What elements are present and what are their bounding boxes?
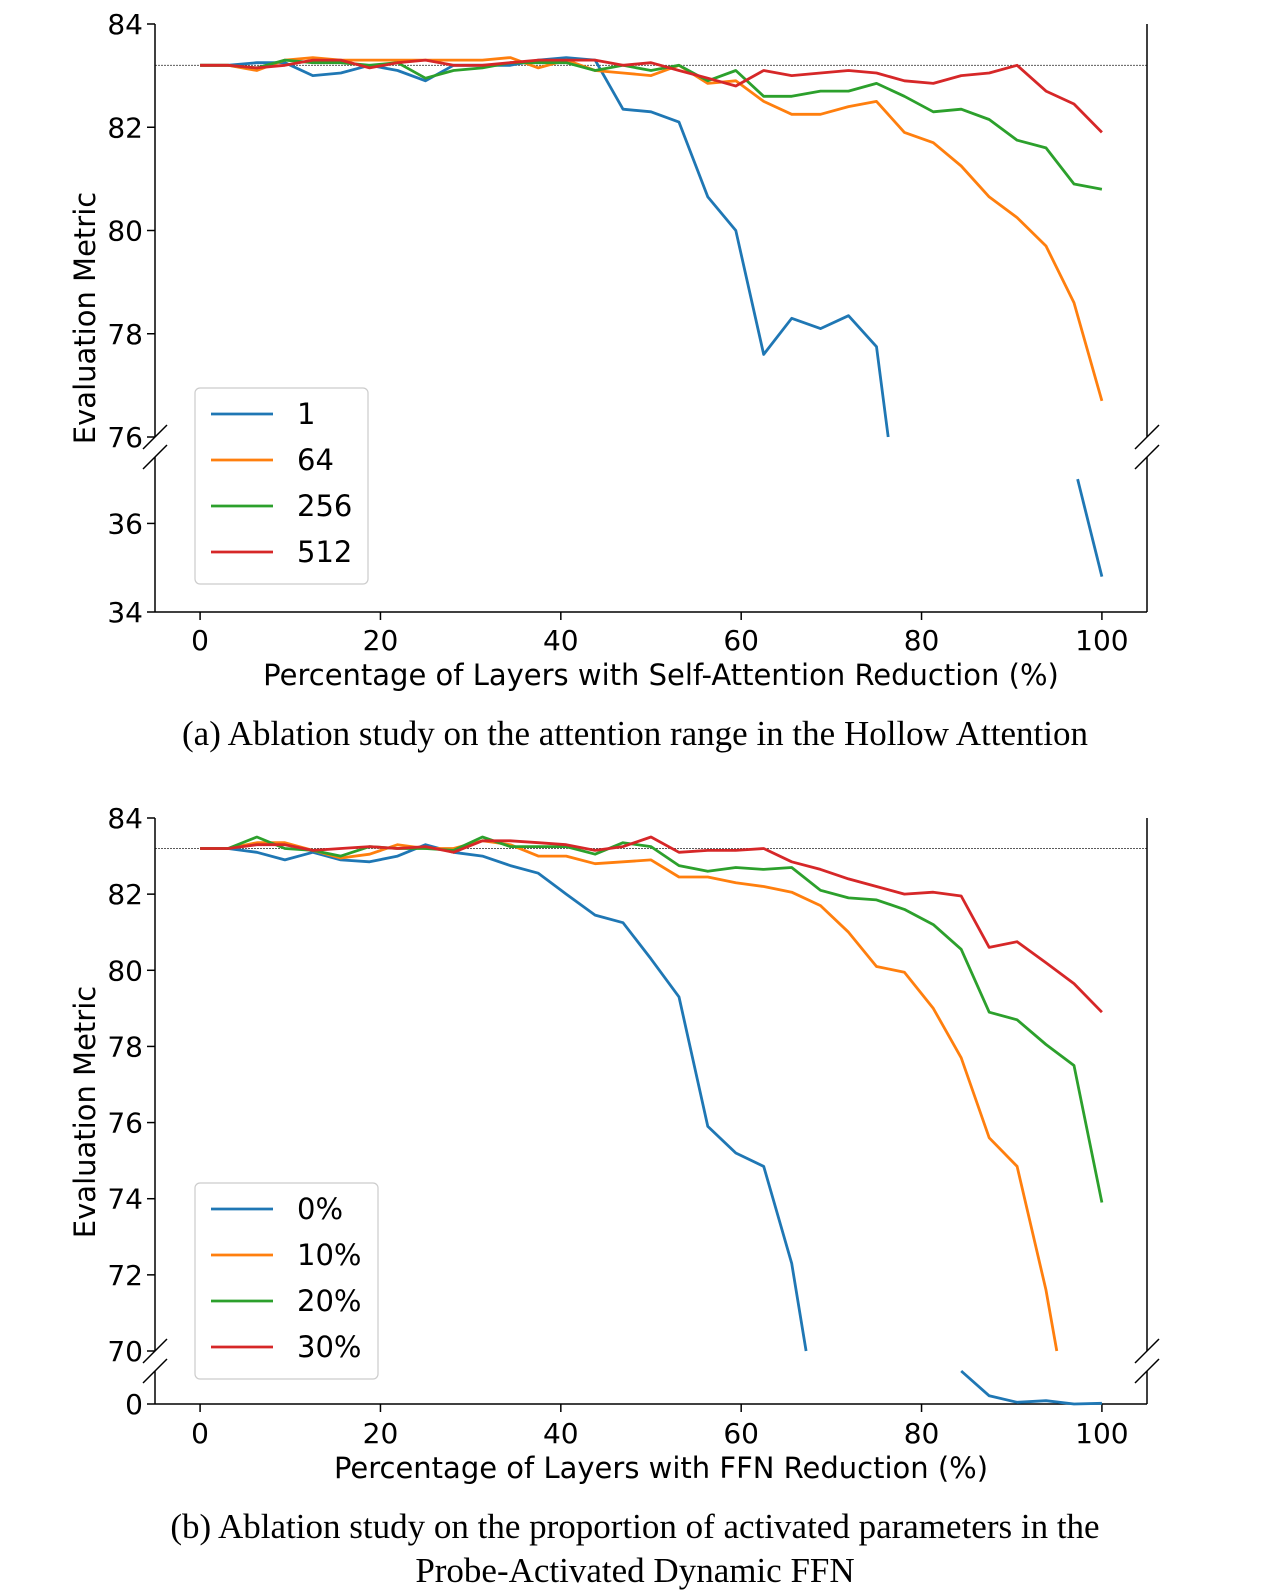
y-axis-label: Evaluation Metric bbox=[68, 192, 102, 444]
axis-break-mark bbox=[1134, 1358, 1160, 1384]
series-line-30% bbox=[200, 835, 1103, 1014]
series-line-0% bbox=[200, 843, 808, 1352]
series-line-512 bbox=[200, 58, 1103, 134]
x-tick-label: 80 bbox=[904, 624, 940, 657]
figure-caption-line2: Probe-Activated Dynamic FFN bbox=[415, 1551, 854, 1590]
y-tick-label: 36 bbox=[107, 507, 143, 540]
figure-caption: (a) Ablation study on the attention rang… bbox=[182, 714, 1088, 753]
y-tick-label: 70 bbox=[107, 1335, 143, 1368]
x-tick-label: 100 bbox=[1075, 1417, 1128, 1450]
x-tick-label: 100 bbox=[1075, 624, 1128, 657]
legend-label: 20% bbox=[297, 1284, 361, 1318]
legend-label: 64 bbox=[297, 443, 334, 477]
y-tick-label: 0 bbox=[125, 1388, 143, 1421]
x-axis-label: Percentage of Layers with FFN Reduction … bbox=[334, 1451, 988, 1485]
x-tick-label: 20 bbox=[363, 1417, 399, 1450]
legend-label: 256 bbox=[297, 489, 352, 523]
y-tick-label: 84 bbox=[107, 8, 143, 41]
y-tick-label: 76 bbox=[107, 421, 143, 454]
axis-break-mark bbox=[1134, 1338, 1160, 1364]
series-line-256 bbox=[200, 58, 1103, 191]
y-tick-label: 76 bbox=[107, 1107, 143, 1140]
y-tick-label: 78 bbox=[107, 318, 143, 351]
series-line-lower-1 bbox=[1076, 478, 1104, 577]
series-line-20% bbox=[200, 835, 1104, 1203]
axis-break-mark bbox=[1134, 444, 1160, 470]
legend-label: 30% bbox=[297, 1330, 361, 1364]
series-line-lower-0% bbox=[960, 1369, 1102, 1406]
y-tick-label: 80 bbox=[107, 954, 143, 987]
axis-break-mark bbox=[1134, 424, 1160, 450]
y-tick-label: 34 bbox=[107, 596, 143, 629]
legend-label: 10% bbox=[297, 1238, 361, 1272]
legend-label: 0% bbox=[297, 1192, 343, 1226]
series-line-1 bbox=[200, 56, 890, 438]
x-tick-label: 60 bbox=[723, 624, 759, 657]
x-axis-label: Percentage of Layers with Self-Attention… bbox=[263, 658, 1059, 692]
x-tick-label: 0 bbox=[191, 624, 209, 657]
y-tick-label: 82 bbox=[107, 111, 143, 144]
y-tick-label: 84 bbox=[107, 802, 143, 835]
figure-caption: (b) Ablation study on the proportion of … bbox=[170, 1507, 1099, 1546]
axis-break-mark bbox=[142, 444, 168, 470]
panel-b: 70 72 74 76 78 80 82 84 0 0 20 40 60 80 100 Percentage … bbox=[68, 802, 1160, 1590]
legend-box bbox=[194, 1182, 379, 1380]
series-line-64 bbox=[200, 56, 1104, 402]
y-tick-label: 78 bbox=[107, 1030, 143, 1063]
legend-label: 512 bbox=[297, 535, 352, 569]
series-line-10% bbox=[200, 839, 1059, 1352]
x-tick-label: 0 bbox=[191, 1417, 209, 1450]
legend-label: 1 bbox=[297, 397, 315, 431]
x-tick-label: 40 bbox=[543, 624, 579, 657]
y-tick-label: 82 bbox=[107, 878, 143, 911]
y-tick-label: 74 bbox=[107, 1183, 143, 1216]
y-axis-label: Evaluation Metric bbox=[68, 986, 102, 1238]
legend-box bbox=[194, 387, 369, 585]
x-tick-label: 20 bbox=[363, 624, 399, 657]
x-tick-label: 40 bbox=[543, 1417, 579, 1450]
axis-break-mark bbox=[142, 1358, 168, 1384]
panel-a: 76 78 80 82 84 34 36 0 20 40 60 80 100 Percentage of … bbox=[68, 8, 1160, 753]
x-tick-label: 60 bbox=[723, 1417, 759, 1450]
y-tick-label: 80 bbox=[107, 215, 143, 248]
y-tick-label: 72 bbox=[107, 1259, 143, 1292]
x-tick-label: 80 bbox=[904, 1417, 940, 1450]
